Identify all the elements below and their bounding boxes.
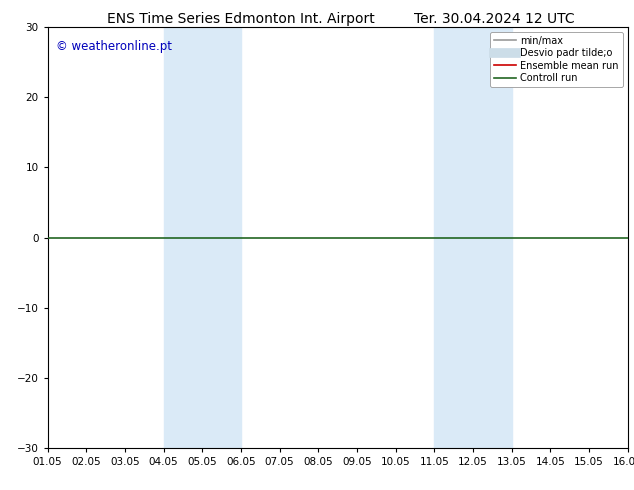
Text: Ter. 30.04.2024 12 UTC: Ter. 30.04.2024 12 UTC <box>414 12 575 26</box>
Text: ENS Time Series Edmonton Int. Airport: ENS Time Series Edmonton Int. Airport <box>107 12 375 26</box>
Bar <box>434 27 512 448</box>
Legend: min/max, Desvio padr tilde;o, Ensemble mean run, Controll run: min/max, Desvio padr tilde;o, Ensemble m… <box>490 32 623 87</box>
Text: © weatheronline.pt: © weatheronline.pt <box>56 40 172 52</box>
Bar <box>164 27 241 448</box>
